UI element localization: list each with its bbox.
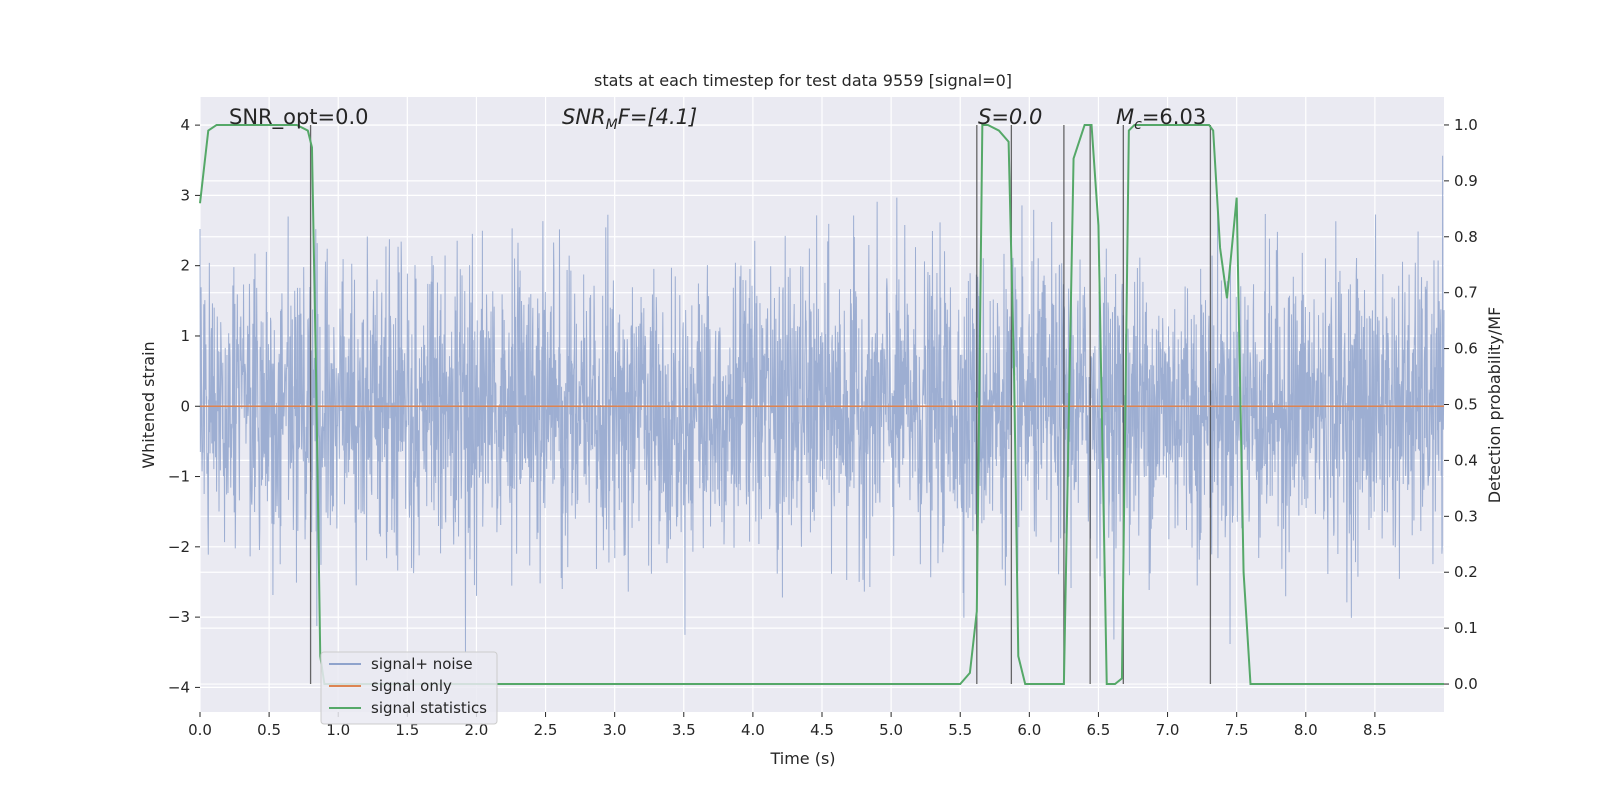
- y-axis-label: Whitened strain: [139, 341, 158, 468]
- legend: signal+ noise signal only signal statist…: [320, 651, 498, 725]
- annotation-snr-mf: SNRMF=[4.1]: [562, 105, 697, 133]
- x-tick-label: 8.5: [1363, 721, 1387, 739]
- x-tick-label: 0.5: [257, 721, 281, 739]
- y-tick-label: 0: [180, 397, 190, 415]
- x-tick-label: 2.0: [465, 721, 489, 739]
- y-axis-right: 1.0 0.9 0.8 0.7 0.6 0.5 0.4 0.3 0.2 0.1 0.0: [1444, 116, 1478, 693]
- y-tick-label: −2: [168, 538, 190, 556]
- annotation-s-stat: S=0.0: [978, 105, 1042, 129]
- x-tick-label: 3.0: [603, 721, 627, 739]
- x-axis: 0.0 0.5 1.0 1.5 2.0 2.5 3.0 3.5 4.0 4.5 5.0 5.5 6.0 6…: [188, 712, 1387, 739]
- y-tick-label-right: 0.2: [1454, 563, 1478, 581]
- x-tick-label: 6.0: [1017, 721, 1041, 739]
- y-tick-label: −4: [168, 678, 190, 696]
- annotation-snr-mf-sub: M: [606, 117, 618, 133]
- x-tick-label: 7.0: [1156, 721, 1180, 739]
- y-tick-label: −3: [168, 608, 190, 626]
- y-tick-label-right: 0.6: [1454, 340, 1478, 358]
- x-axis-label: Time (s): [769, 749, 835, 768]
- x-tick-label: 6.5: [1087, 721, 1111, 739]
- legend-label-signal: signal only: [371, 677, 452, 695]
- y-axis-left: 4 3 2 1 0 −1 −2 −3 −4: [168, 116, 200, 696]
- y-tick-label: 2: [180, 257, 190, 275]
- noise-trace: [199, 155, 1445, 653]
- annotation-mc-base: M: [1116, 105, 1134, 129]
- series-signal-noise: [199, 155, 1445, 653]
- x-tick-label: 3.5: [672, 721, 696, 739]
- chart-title: stats at each timestep for test data 955…: [594, 71, 1012, 90]
- y-tick-label: 1: [180, 327, 190, 345]
- x-tick-label: 1.0: [326, 721, 350, 739]
- y-tick-label: −1: [168, 468, 190, 486]
- x-tick-label: 4.0: [741, 721, 765, 739]
- y-tick-label-right: 0.0: [1454, 675, 1478, 693]
- y-tick-label-right: 0.1: [1454, 619, 1478, 637]
- x-tick-label: 5.0: [879, 721, 903, 739]
- annotation-snr-opt: SNR_opt=0.0: [229, 105, 369, 130]
- y-tick-label-right: 0.5: [1454, 396, 1478, 414]
- y-tick-label-right: 1.0: [1454, 116, 1478, 134]
- y-tick-label-right: 0.9: [1454, 172, 1478, 190]
- y-tick-label-right: 0.3: [1454, 507, 1478, 525]
- y-tick-label: 4: [180, 116, 190, 134]
- y-tick-label-right: 0.4: [1454, 451, 1478, 469]
- annotation-mc: Mc=6.03: [1116, 105, 1206, 133]
- annotation-snr-mf-rest: F=[4.1]: [618, 105, 697, 129]
- legend-label-stats: signal statistics: [371, 699, 487, 717]
- annotation-mc-rest: =6.03: [1142, 105, 1206, 129]
- annotation-mc-sub: c: [1134, 117, 1142, 133]
- annotation-snr-mf-base: SNR: [562, 105, 606, 129]
- series-signal-statistics: [199, 123, 1444, 686]
- y-tick-label-right: 0.8: [1454, 228, 1478, 246]
- legend-box: [320, 651, 498, 725]
- y-axis-label-right: Detection probability/MF: [1485, 307, 1504, 504]
- statistics-line: [199, 123, 1444, 686]
- x-tick-label: 7.5: [1225, 721, 1249, 739]
- x-tick-label: 4.5: [810, 721, 834, 739]
- x-tick-label: 2.5: [534, 721, 558, 739]
- legend-label-noise: signal+ noise: [371, 655, 473, 673]
- x-tick-label: 0.0: [188, 721, 212, 739]
- y-tick-label: 3: [180, 186, 190, 204]
- x-tick-label: 8.0: [1294, 721, 1318, 739]
- x-tick-label: 5.5: [948, 721, 972, 739]
- x-tick-label: 1.5: [395, 721, 419, 739]
- y-tick-label-right: 0.7: [1454, 284, 1478, 302]
